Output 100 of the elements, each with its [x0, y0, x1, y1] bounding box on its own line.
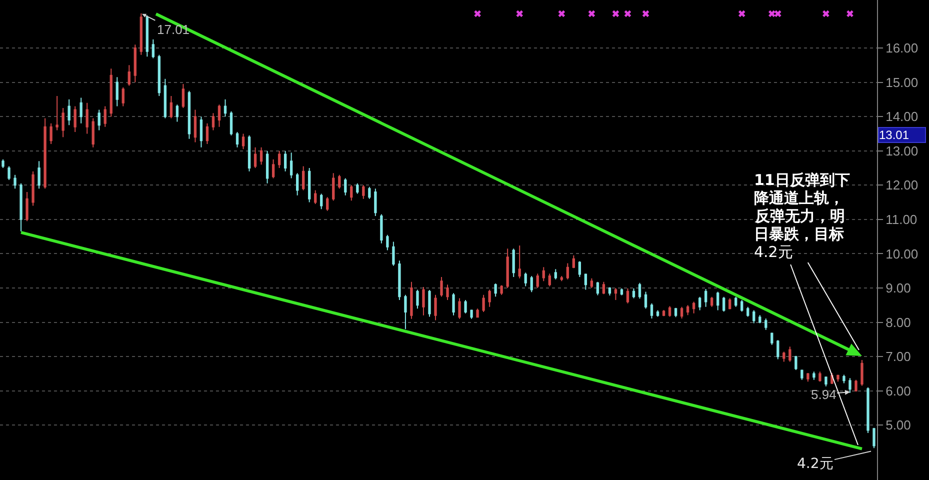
candlestick: [62, 108, 64, 138]
candlestick: [740, 300, 744, 312]
candlestick: [824, 376, 828, 387]
candlestick: [164, 78, 167, 119]
candlestick: [872, 427, 876, 449]
candlestick: [794, 355, 798, 370]
candlestick: [788, 346, 792, 362]
candlestick: [602, 281, 606, 295]
candlestick: [650, 302, 654, 320]
candlestick: [668, 306, 672, 318]
candlestick: [68, 98, 70, 126]
candlestick: [848, 378, 852, 394]
candlestick: [380, 214, 383, 244]
y-tick-label: 10.00: [886, 246, 918, 262]
candlestick: [716, 291, 720, 311]
candlestick: [626, 288, 630, 304]
candlestick: [188, 90, 191, 140]
candlestick: [302, 166, 305, 191]
candlestick: [578, 260, 581, 278]
text: 13.01: [879, 128, 910, 142]
candlestick: [26, 192, 28, 222]
candlestick: [434, 294, 437, 321]
candlestick: [284, 150, 287, 172]
candlestick: [296, 172, 299, 196]
candlestick: [80, 97, 82, 124]
candlestick: [8, 166, 10, 180]
annotation: 11日反弹到下: [754, 171, 850, 189]
candlestick: [572, 254, 575, 269]
candlestick: [356, 182, 359, 194]
candlestick: [422, 286, 425, 316]
candlestick: [524, 272, 527, 287]
candlestick: [680, 306, 684, 320]
candlestick: [686, 304, 690, 316]
candlestick: [728, 298, 732, 310]
candlestick: [56, 96, 58, 131]
y-tick-label: 6.00: [886, 383, 911, 398]
candlestick: [272, 158, 275, 179]
annotation: 降通道上轨，: [754, 189, 844, 207]
candlestick: [542, 266, 545, 282]
candlestick: [374, 188, 377, 216]
candlestick: [638, 282, 642, 300]
y-tick-label: 11.00: [886, 212, 918, 227]
candlestick: [632, 288, 636, 299]
candlestick: [464, 300, 467, 314]
y-tick-label: 13.00: [886, 143, 918, 158]
candlestick: [98, 109, 100, 131]
candlestick: [866, 386, 870, 434]
candlestick: [662, 309, 666, 317]
candlestick: [752, 310, 756, 324]
candlestick: [536, 273, 539, 288]
candlestick: [452, 292, 455, 316]
candlestick: [818, 371, 822, 382]
candlestick: [128, 64, 130, 86]
candlestick: [548, 273, 551, 287]
annotation: 5.94: [811, 387, 836, 402]
candlestick: [206, 122, 209, 144]
candlestick: [746, 306, 750, 318]
y-tick-label: 14.00: [886, 109, 918, 124]
candlestick: [500, 284, 503, 296]
candlestick: [314, 190, 317, 204]
candlestick: [392, 241, 395, 266]
candlestick: [770, 332, 774, 346]
candlestick: [806, 372, 810, 382]
candlestick: [566, 262, 569, 280]
candlestick: [812, 371, 816, 380]
candlestick: [656, 310, 660, 318]
candlestick: [776, 340, 780, 360]
candlestick: [32, 170, 34, 206]
candlestick: [446, 284, 449, 300]
candlestick: [698, 296, 702, 311]
candlestick: [332, 172, 335, 202]
candlestick: [800, 369, 804, 380]
candlestick: [584, 273, 588, 290]
candlestick: [170, 96, 173, 119]
annotation: 日暴跌，目标: [754, 225, 844, 243]
candlestick: [242, 133, 245, 150]
annotation: 反弹无力，明: [754, 207, 845, 225]
candlestick: [782, 351, 786, 362]
y-tick-label: 5.00: [886, 418, 911, 433]
candlestick: [404, 294, 407, 330]
candlestick: [194, 109, 197, 143]
y-tick-label: 15.00: [886, 74, 918, 90]
candlestick: [398, 260, 401, 300]
candlestick: [218, 104, 221, 128]
candlestick: [512, 248, 515, 278]
candlestick: [674, 307, 678, 318]
candlestick: [92, 118, 94, 148]
candlestick: [212, 112, 215, 131]
candlestick: [266, 150, 269, 184]
candlestick: [308, 168, 311, 203]
candlestick: [764, 318, 768, 330]
candlestick: [176, 104, 179, 122]
candlestick: [614, 288, 618, 300]
candlestick: [608, 286, 612, 296]
candlestick: [506, 248, 509, 288]
candlestick: [722, 296, 726, 312]
candlestick: [590, 278, 594, 288]
y-tick-label: 16.00: [886, 40, 918, 56]
candlestick: [326, 196, 329, 212]
candlestick: [416, 289, 419, 310]
